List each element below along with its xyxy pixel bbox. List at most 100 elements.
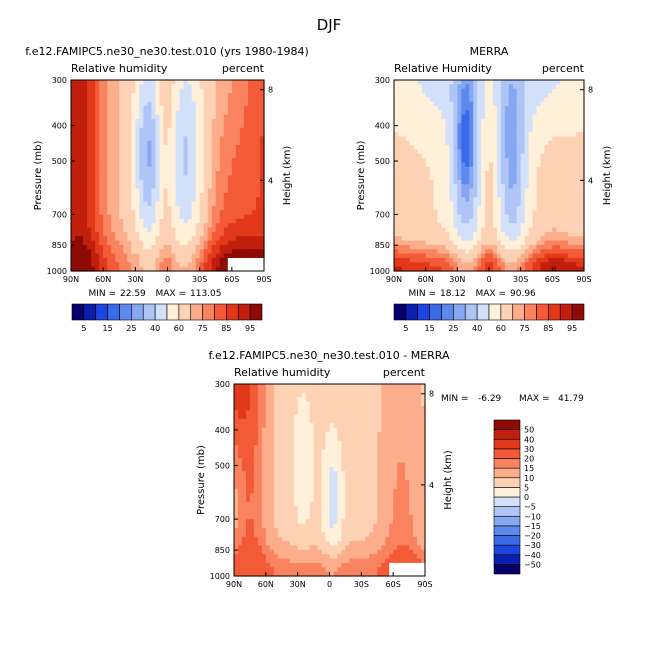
contour-cell bbox=[163, 84, 169, 90]
contour-cell bbox=[191, 171, 197, 177]
contour-cell bbox=[251, 101, 257, 107]
contour-cell bbox=[207, 244, 213, 250]
contour-cell bbox=[227, 171, 233, 177]
contour-cell bbox=[79, 201, 84, 207]
contour-cell bbox=[187, 80, 193, 85]
contour-cell bbox=[544, 132, 549, 138]
contour-cell bbox=[481, 175, 486, 181]
contour-cell bbox=[95, 88, 100, 94]
contour-cell bbox=[155, 145, 161, 151]
contour-cell bbox=[127, 205, 132, 211]
contour-cell bbox=[489, 145, 494, 151]
contour-cell bbox=[239, 132, 245, 138]
contour-cell bbox=[512, 119, 518, 125]
contour-cell bbox=[115, 227, 120, 233]
contour-cell bbox=[243, 188, 249, 194]
contour-cell bbox=[95, 214, 100, 220]
contour-cell bbox=[281, 410, 287, 416]
contour-cell bbox=[151, 218, 157, 224]
contour-cell bbox=[473, 184, 478, 190]
contour-cell bbox=[520, 262, 526, 268]
contour-cell bbox=[528, 266, 534, 272]
contour-cell bbox=[203, 84, 209, 90]
contour-cell bbox=[219, 223, 225, 229]
contour-cell bbox=[99, 188, 104, 194]
contour-cell bbox=[95, 171, 100, 177]
contour-cell bbox=[453, 93, 458, 98]
contour-cell bbox=[492, 119, 498, 125]
contour-cell bbox=[425, 188, 431, 194]
contour-cell bbox=[87, 218, 92, 224]
contour-cell bbox=[159, 214, 165, 220]
contour-cell bbox=[560, 253, 565, 259]
contour-cell bbox=[195, 101, 201, 107]
contour-cell bbox=[568, 227, 573, 233]
contour-cell bbox=[508, 266, 514, 272]
contour-cell bbox=[195, 184, 201, 190]
contour-cell bbox=[115, 123, 120, 129]
contour-cell bbox=[99, 249, 104, 255]
contour-cell bbox=[171, 236, 177, 242]
contour-cell bbox=[572, 158, 577, 164]
contour-cell bbox=[528, 97, 534, 103]
contour-cell bbox=[247, 145, 253, 151]
contour-cell bbox=[119, 244, 124, 250]
contour-cell bbox=[75, 227, 80, 233]
contour-cell bbox=[87, 253, 92, 259]
contour-cell bbox=[417, 384, 422, 389]
contour-cell bbox=[273, 440, 279, 446]
contour-cell bbox=[429, 101, 435, 107]
contour-cell bbox=[243, 223, 249, 229]
contour-cell bbox=[83, 179, 88, 185]
contour-cell bbox=[91, 218, 96, 224]
contour-cell bbox=[528, 149, 534, 155]
contour-cell bbox=[469, 262, 474, 268]
contour-cell bbox=[540, 210, 546, 216]
contour-cell bbox=[211, 101, 217, 107]
contour-cell bbox=[369, 384, 374, 389]
contour-cell bbox=[568, 97, 573, 103]
contour-cell bbox=[465, 240, 470, 246]
contour-cell bbox=[107, 197, 112, 203]
contour-cell bbox=[481, 223, 486, 229]
contour-cell bbox=[425, 223, 431, 229]
contour-cell bbox=[576, 218, 581, 224]
contour-cell bbox=[269, 436, 275, 442]
contour-cell bbox=[445, 97, 451, 103]
contour-cell bbox=[251, 179, 257, 185]
contour-cell bbox=[485, 205, 490, 211]
contour-cell bbox=[309, 397, 315, 403]
contour-cell bbox=[175, 240, 181, 246]
contour-cell bbox=[524, 145, 530, 151]
contour-cell bbox=[500, 231, 506, 237]
contour-cell bbox=[79, 84, 84, 90]
contour-cell bbox=[489, 97, 494, 103]
contour-cell bbox=[564, 210, 569, 216]
contour-cell bbox=[429, 218, 435, 224]
contour-cell bbox=[556, 262, 561, 268]
contour-cell bbox=[175, 158, 181, 164]
contour-cell bbox=[465, 223, 470, 229]
contour-cell bbox=[235, 106, 241, 111]
contour-cell bbox=[127, 136, 132, 142]
contour-cell bbox=[572, 106, 577, 111]
contour-cell bbox=[99, 153, 104, 159]
contour-cell bbox=[127, 175, 132, 181]
contour-cell bbox=[512, 101, 518, 107]
contour-cell bbox=[231, 201, 237, 207]
contour-cell bbox=[508, 192, 514, 198]
contour-cell bbox=[397, 240, 403, 246]
contour-cell bbox=[457, 253, 462, 259]
contour-cell bbox=[155, 84, 161, 90]
contour-cell bbox=[259, 162, 265, 168]
contour-cell bbox=[199, 153, 205, 159]
contour-cell bbox=[417, 127, 423, 133]
contour-cell bbox=[179, 145, 185, 151]
contour-cell bbox=[199, 106, 205, 111]
contour-cell bbox=[465, 179, 470, 185]
contour-cell bbox=[461, 231, 466, 237]
contour-cell bbox=[568, 184, 573, 190]
contour-cell bbox=[580, 110, 585, 116]
contour-cell bbox=[223, 244, 229, 250]
contour-cell bbox=[111, 93, 116, 98]
